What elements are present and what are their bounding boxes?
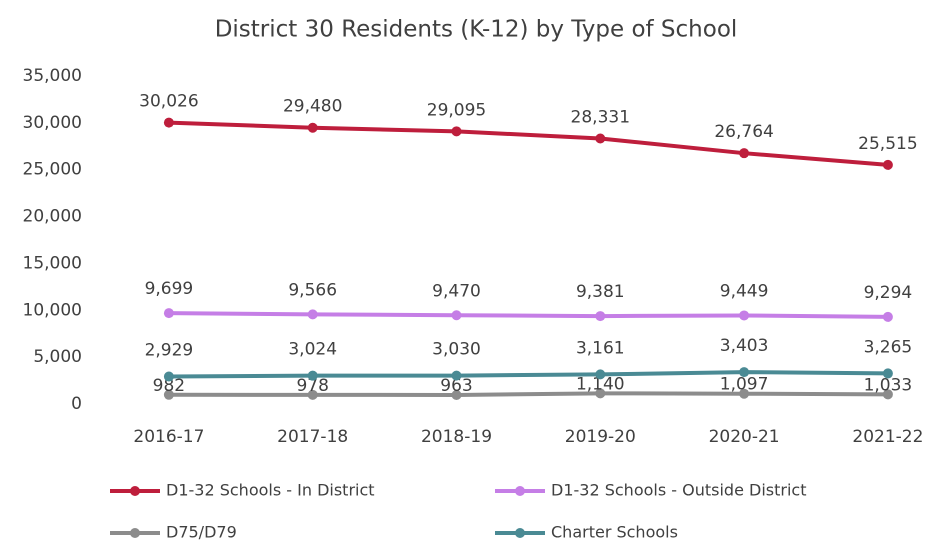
data-label: 9,449 [720, 281, 769, 301]
data-point [595, 133, 606, 144]
data-point [307, 122, 318, 133]
legend-marker [130, 528, 140, 538]
x-tick-label: 2017-18 [277, 427, 348, 447]
data-label: 1,140 [576, 374, 625, 394]
data-point [307, 370, 318, 381]
data-label: 9,699 [145, 279, 194, 299]
legend-marker [130, 486, 140, 496]
data-point [451, 126, 462, 137]
data-point [451, 310, 462, 321]
data-point [307, 309, 318, 320]
data-label: 3,030 [432, 340, 481, 360]
x-tick-label: 2018-19 [421, 427, 492, 447]
data-point [595, 369, 606, 380]
data-point [739, 148, 750, 159]
legend-label: D1-32 Schools - In District [166, 481, 375, 500]
data-point [307, 389, 318, 400]
legend-marker [515, 528, 525, 538]
data-point [882, 159, 893, 170]
data-label: 29,095 [427, 100, 486, 120]
series-line [168, 311, 888, 319]
series-line [168, 391, 888, 397]
data-label: 29,480 [283, 97, 342, 117]
data-label: 1,097 [720, 375, 769, 395]
data-label: 28,331 [571, 107, 630, 127]
data-label: 2,929 [145, 341, 194, 361]
data-label: 982 [153, 376, 185, 396]
x-tick-label: 2016-17 [133, 427, 204, 447]
legend-label: Charter Schools [551, 523, 678, 542]
data-label: 3,403 [720, 336, 769, 356]
data-label: 1,033 [864, 375, 913, 395]
y-tick-label: 10,000 [23, 300, 82, 320]
data-label: 26,764 [714, 122, 773, 142]
x-tick-label: 2021-22 [852, 427, 923, 447]
data-label: 25,515 [858, 134, 917, 154]
data-point [739, 367, 750, 378]
data-label: 3,024 [288, 340, 337, 360]
data-label: 30,026 [139, 92, 198, 112]
legend-label: D1-32 Schools - Outside District [551, 481, 806, 500]
data-label: 9,566 [288, 280, 337, 300]
chart-title: District 30 Residents (K-12) by Type of … [215, 17, 738, 43]
data-label: 963 [440, 376, 472, 396]
x-tick-label: 2020-21 [709, 427, 780, 447]
y-tick-label: 35,000 [23, 66, 82, 86]
y-tick-label: 5,000 [33, 347, 82, 367]
data-point [163, 371, 174, 382]
data-label: 9,381 [576, 282, 625, 302]
data-point [882, 389, 893, 400]
data-point [451, 370, 462, 381]
y-tick-label: 25,000 [23, 160, 82, 180]
y-tick-label: 15,000 [23, 253, 82, 273]
data-point [163, 308, 174, 319]
data-label: 978 [296, 376, 328, 396]
x-tick-label: 2019-20 [565, 427, 636, 447]
data-point [595, 311, 606, 322]
legend-label: D75/D79 [166, 523, 237, 542]
data-point [739, 388, 750, 399]
y-tick-label: 20,000 [23, 207, 82, 227]
data-label: 3,161 [576, 338, 625, 358]
series-line [168, 370, 888, 379]
data-point [451, 389, 462, 400]
data-point [595, 388, 606, 399]
data-point [882, 368, 893, 379]
data-point [739, 310, 750, 321]
data-label: 9,470 [432, 281, 481, 301]
series-line [168, 120, 889, 167]
data-point [163, 117, 174, 128]
y-tick-label: 0 [71, 394, 82, 414]
data-point [882, 311, 893, 322]
data-point [163, 389, 174, 400]
legend-marker [515, 486, 525, 496]
data-label: 3,265 [864, 337, 913, 357]
y-tick-label: 30,000 [23, 113, 82, 133]
data-label: 9,294 [864, 283, 913, 303]
